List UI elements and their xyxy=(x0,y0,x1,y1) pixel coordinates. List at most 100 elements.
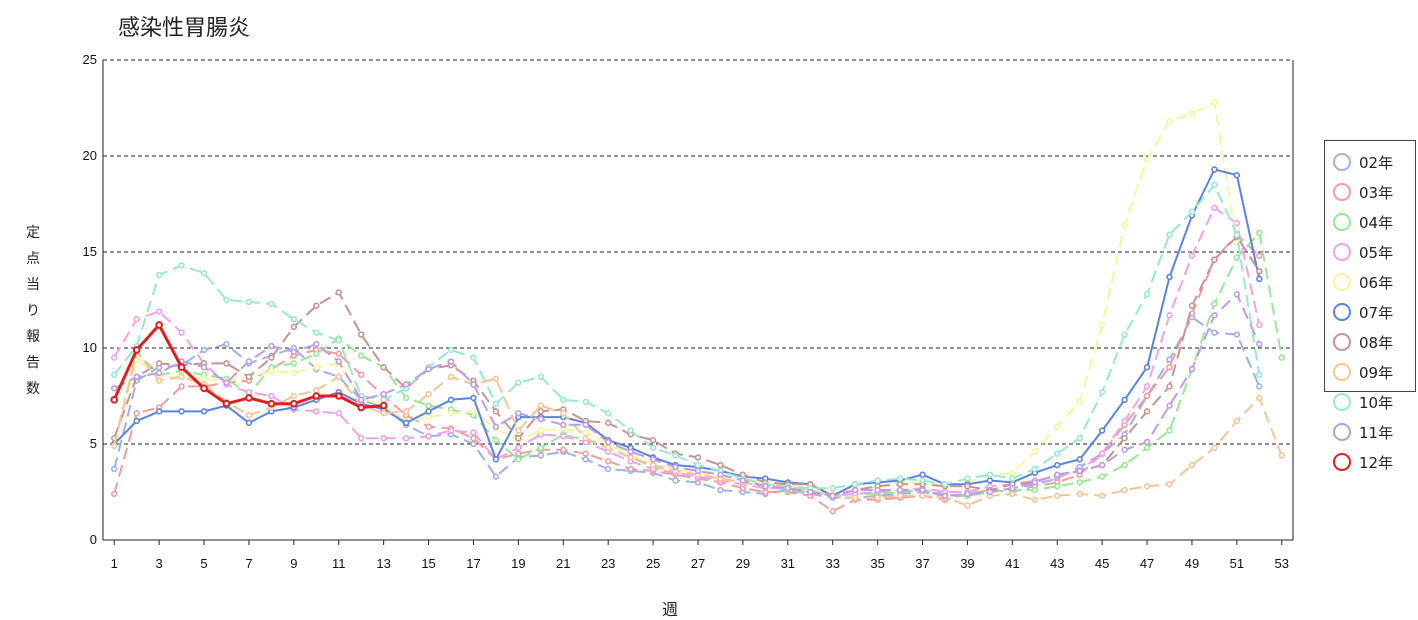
data-point xyxy=(1054,483,1061,490)
data-point xyxy=(1188,365,1196,373)
x-tick-label: 7 xyxy=(245,556,252,571)
data-point xyxy=(425,402,432,409)
x-tick-label: 43 xyxy=(1050,556,1064,571)
data-point xyxy=(1278,354,1285,361)
x-tick-label: 47 xyxy=(1140,556,1154,571)
data-point xyxy=(964,502,971,509)
data-point xyxy=(155,377,163,384)
data-point xyxy=(223,379,230,386)
legend-label: 10年 xyxy=(1359,393,1394,412)
data-point xyxy=(851,481,859,488)
data-point xyxy=(649,461,657,469)
data-point xyxy=(829,508,836,515)
data-point xyxy=(1166,118,1173,125)
data-point xyxy=(717,461,724,469)
data-point xyxy=(155,369,163,377)
legend-item: 10年 xyxy=(1325,387,1415,417)
data-point xyxy=(1054,492,1061,500)
data-point xyxy=(1256,268,1263,275)
legend-marker xyxy=(1333,153,1351,171)
legend-label: 02年 xyxy=(1359,153,1394,172)
data-point xyxy=(470,408,477,415)
data-point xyxy=(1031,479,1038,486)
data-point xyxy=(402,419,410,427)
data-point xyxy=(986,488,994,496)
data-point xyxy=(1233,220,1241,227)
data-point xyxy=(425,413,432,421)
data-point xyxy=(1188,461,1196,469)
data-point xyxy=(560,396,567,404)
data-point xyxy=(268,354,275,361)
data-point xyxy=(717,486,724,494)
data-point xyxy=(1143,392,1151,400)
y-tick-label: 5 xyxy=(90,436,97,451)
data-point xyxy=(402,435,410,442)
x-tick-label: 21 xyxy=(556,556,570,571)
y-tick-label: 15 xyxy=(83,244,97,259)
data-point xyxy=(515,410,522,417)
data-point xyxy=(604,410,612,417)
legend-item: 12年 xyxy=(1325,447,1415,477)
data-point xyxy=(1166,481,1173,488)
data-point xyxy=(200,375,208,382)
data-point xyxy=(470,394,477,402)
data-point xyxy=(1256,321,1263,329)
x-tick-label: 35 xyxy=(870,556,884,571)
data-point xyxy=(1256,340,1263,348)
data-point xyxy=(627,465,634,473)
data-point xyxy=(245,358,253,365)
data-point xyxy=(313,340,320,348)
data-point xyxy=(1166,231,1173,238)
data-point xyxy=(1121,417,1128,425)
data-point xyxy=(1076,490,1083,498)
data-point xyxy=(111,490,118,498)
data-point xyxy=(717,471,724,478)
data-point xyxy=(1188,208,1196,215)
data-point xyxy=(268,392,275,400)
x-tick-label: 25 xyxy=(646,556,660,571)
data-point xyxy=(111,465,118,473)
data-point xyxy=(335,373,342,380)
data-point xyxy=(492,473,500,480)
series-line xyxy=(113,293,1261,497)
x-tick-label: 11 xyxy=(332,556,346,571)
data-point xyxy=(290,360,298,367)
data-point xyxy=(1256,252,1263,260)
data-point xyxy=(290,323,298,331)
data-point xyxy=(515,435,522,442)
data-point xyxy=(896,475,904,482)
data-point xyxy=(1233,231,1241,238)
data-point xyxy=(627,448,634,455)
data-point xyxy=(492,400,500,407)
data-point xyxy=(964,490,971,498)
x-tick-label: 45 xyxy=(1095,556,1109,571)
legend-marker xyxy=(1333,183,1351,201)
series-line xyxy=(113,316,1261,499)
data-point xyxy=(380,410,387,417)
data-point xyxy=(649,456,657,463)
data-point xyxy=(335,337,342,344)
data-point xyxy=(245,388,253,396)
data-point xyxy=(178,383,185,390)
data-point xyxy=(447,373,455,380)
data-point xyxy=(604,438,612,446)
x-tick-label: 3 xyxy=(156,556,163,571)
data-point xyxy=(919,492,926,500)
data-point xyxy=(560,433,567,440)
data-point xyxy=(447,346,455,354)
data-point xyxy=(582,450,589,457)
x-tick-label: 9 xyxy=(290,556,297,571)
data-point xyxy=(604,465,612,473)
data-point xyxy=(492,375,500,382)
data-point xyxy=(672,452,679,459)
data-point xyxy=(672,477,679,484)
data-point xyxy=(1098,461,1106,469)
x-tick-label: 53 xyxy=(1275,556,1289,571)
data-point xyxy=(560,446,567,453)
series-5 xyxy=(111,166,1263,500)
data-point xyxy=(358,331,365,338)
data-point xyxy=(896,492,904,500)
data-point xyxy=(582,435,589,442)
data-point xyxy=(1211,300,1218,308)
data-point xyxy=(986,471,994,478)
